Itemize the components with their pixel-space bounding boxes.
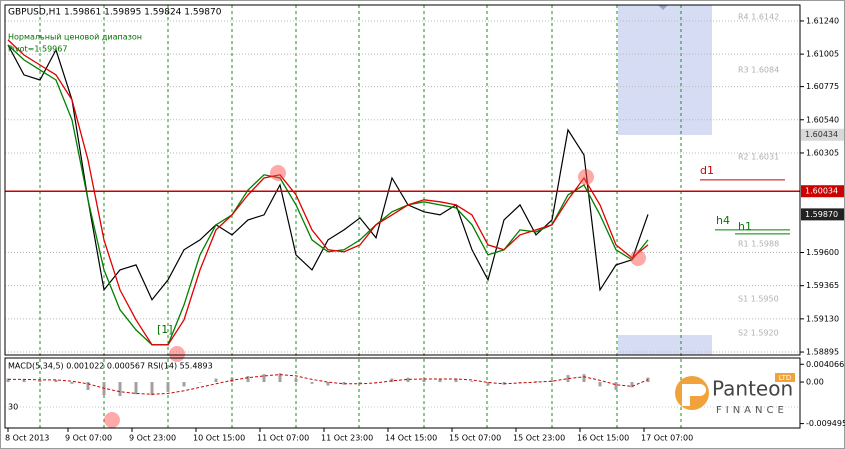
price-panel-border — [4, 4, 801, 356]
y-tick-label: 1.58895 — [806, 348, 839, 357]
x-tick-label: 16 Oct 15:00 — [577, 434, 629, 443]
price-marker-label: 1.59870 — [805, 210, 838, 219]
x-tick-label: 17 Oct 07:00 — [641, 434, 693, 443]
y-tick-label: 0.004066 — [806, 360, 844, 369]
macd-bar — [310, 382, 314, 384]
macd-bar — [454, 378, 458, 383]
macd-bar — [422, 378, 426, 383]
x-tick-label: 10 Oct 15:00 — [193, 434, 245, 443]
pivot-label: R3 1.6084 — [738, 66, 779, 75]
macd-bar — [70, 382, 74, 384]
macd-bar — [6, 378, 10, 383]
macd-bar — [134, 382, 138, 395]
level-label: h1 — [738, 220, 752, 233]
macd-bar — [406, 377, 410, 383]
chart-title: GBPUSD,H1 1.59861 1.59895 1.59824 1.5987… — [8, 8, 222, 18]
price-marker-label: 1.60034 — [805, 187, 838, 196]
price-marker — [801, 185, 844, 198]
macd-bar — [118, 382, 122, 397]
level-label: d1 — [700, 164, 714, 177]
y2-tick-label: 30 — [8, 403, 18, 412]
macd-bar — [374, 382, 378, 383]
y-tick-label: 1.60540 — [806, 115, 839, 124]
macd-plot: 0.004066 0.00 -0.009495 30 — [5, 360, 845, 428]
macd-bar — [550, 380, 554, 383]
annotation: Нормальный ценовой диапазон — [8, 33, 142, 42]
macd-bar — [38, 380, 42, 383]
pivot-label: S2 1.5920 — [738, 329, 779, 338]
price-plot: 1.61240 1.61005 1.60775 1.60540 1.60305 1.596… — [5, 13, 839, 357]
macd-bar — [214, 378, 218, 383]
pivot-zone — [618, 335, 712, 355]
y-tick-label: -0.009495 — [806, 419, 845, 428]
macd-bar — [326, 382, 330, 386]
x-tick-label: 15 Oct 07:00 — [449, 434, 501, 443]
pivot-label: R4 1.6142 — [738, 13, 779, 22]
logo: Panteon FINANCE LTD — [675, 373, 795, 416]
y-tick-label: 1.61005 — [806, 50, 839, 59]
signal-line — [8, 374, 649, 395]
price-marker — [801, 208, 844, 221]
macd-bar — [614, 382, 618, 390]
x-tick-label: 8 Oct 2013 — [5, 434, 49, 443]
macd-bar — [246, 375, 250, 383]
macd-bar — [54, 379, 58, 383]
x-tick-label: 11 Oct 23:00 — [321, 434, 373, 443]
zone-arrow — [658, 5, 668, 10]
macd-bar — [342, 382, 346, 385]
macd-bar — [294, 378, 298, 383]
indicator-title: MACD(5,34,5) 0.001022 0.000567 RSI(14) 5… — [8, 362, 213, 371]
y-tick-label: 1.59130 — [806, 314, 839, 323]
pivot-label: R1 1.5988 — [738, 240, 779, 249]
macd-bar — [150, 382, 154, 396]
macd-bar — [566, 375, 570, 383]
price-marker — [801, 128, 844, 141]
macd-bar — [582, 374, 586, 383]
macd-bar — [390, 378, 394, 383]
macd-bar — [86, 382, 90, 390]
price-line — [7, 44, 649, 346]
macd-bar — [198, 382, 202, 383]
macd-bar — [166, 382, 170, 392]
macd-bar — [182, 382, 186, 387]
macd-bar — [278, 373, 282, 383]
x-tick-label: 11 Oct 07:00 — [257, 434, 309, 443]
macd-bar — [438, 379, 442, 383]
pivot-label: R2 1.6031 — [738, 153, 779, 162]
x-tick-label: 14 Oct 15:00 — [385, 434, 437, 443]
y-tick-label: 1.59365 — [806, 281, 839, 290]
logo-sub: FINANCE — [716, 405, 788, 416]
annotation: [1] — [157, 323, 173, 336]
y-tick-label: 1.60775 — [806, 82, 839, 91]
pivot-zone — [618, 5, 712, 135]
level-label: h4 — [716, 214, 730, 227]
macd-bar — [598, 382, 602, 387]
x-tick-label: 9 Oct 23:00 — [129, 434, 176, 443]
y-tick-label: 0.00 — [806, 378, 824, 387]
macd-bar — [470, 381, 474, 383]
macd-bar — [518, 382, 522, 383]
price-marker-label: 1.60434 — [805, 130, 838, 139]
macd-bar — [262, 374, 266, 383]
x-tick-label: 15 Oct 23:00 — [513, 434, 565, 443]
macd-panel-border — [4, 357, 801, 429]
y-tick-label: 1.60305 — [806, 148, 839, 157]
logo-badge: LTD — [779, 374, 792, 382]
macd-bar — [630, 382, 634, 388]
y-tick-label: 1.61240 — [806, 16, 839, 25]
pivot-label: S1 1.5950 — [738, 295, 779, 304]
macd-bar — [358, 382, 362, 383]
macd-bar — [486, 382, 490, 386]
price-line — [7, 39, 649, 346]
macd-bar — [22, 379, 26, 383]
y-tick-label: 1.59600 — [806, 248, 839, 257]
x-tick-label: 9 Oct 07:00 — [65, 434, 112, 443]
annotation: Pivot=1.59967 — [8, 45, 67, 54]
